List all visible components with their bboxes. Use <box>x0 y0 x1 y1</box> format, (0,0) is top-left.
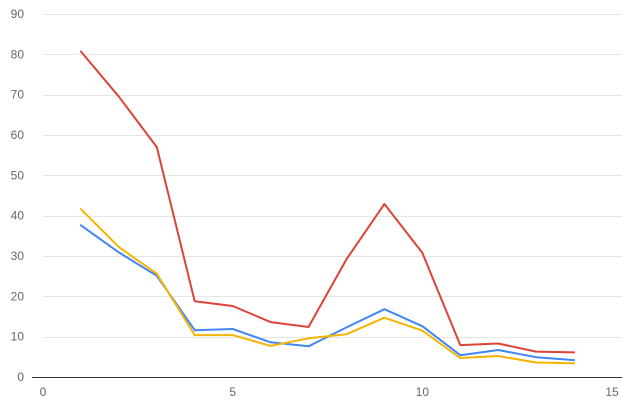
y-tick-label: 80 <box>11 47 25 61</box>
y-tick-label: 60 <box>11 128 25 142</box>
y-tick-label: 90 <box>11 7 25 21</box>
x-tick-label: 10 <box>416 385 430 399</box>
y-tick-label: 30 <box>11 249 25 263</box>
series-line-1 <box>79 50 576 354</box>
y-tick-label: 40 <box>11 209 25 223</box>
y-tick-label: 20 <box>11 289 25 303</box>
y-tick-label: 50 <box>11 168 25 182</box>
y-tick-label: 70 <box>11 88 25 102</box>
x-tick-label: 0 <box>40 385 47 399</box>
x-tick-labels: 0 5 10 15 <box>40 385 619 399</box>
y-tick-label: 10 <box>11 330 25 344</box>
gridlines <box>43 14 622 338</box>
x-tick-label: 15 <box>605 385 619 399</box>
y-tick-labels: 0 10 20 30 40 50 60 70 80 90 <box>11 7 25 384</box>
y-tick-label: 0 <box>17 370 24 384</box>
series-lines <box>79 50 576 365</box>
series-line-3 <box>79 208 576 365</box>
x-tick-label: 5 <box>229 385 236 399</box>
